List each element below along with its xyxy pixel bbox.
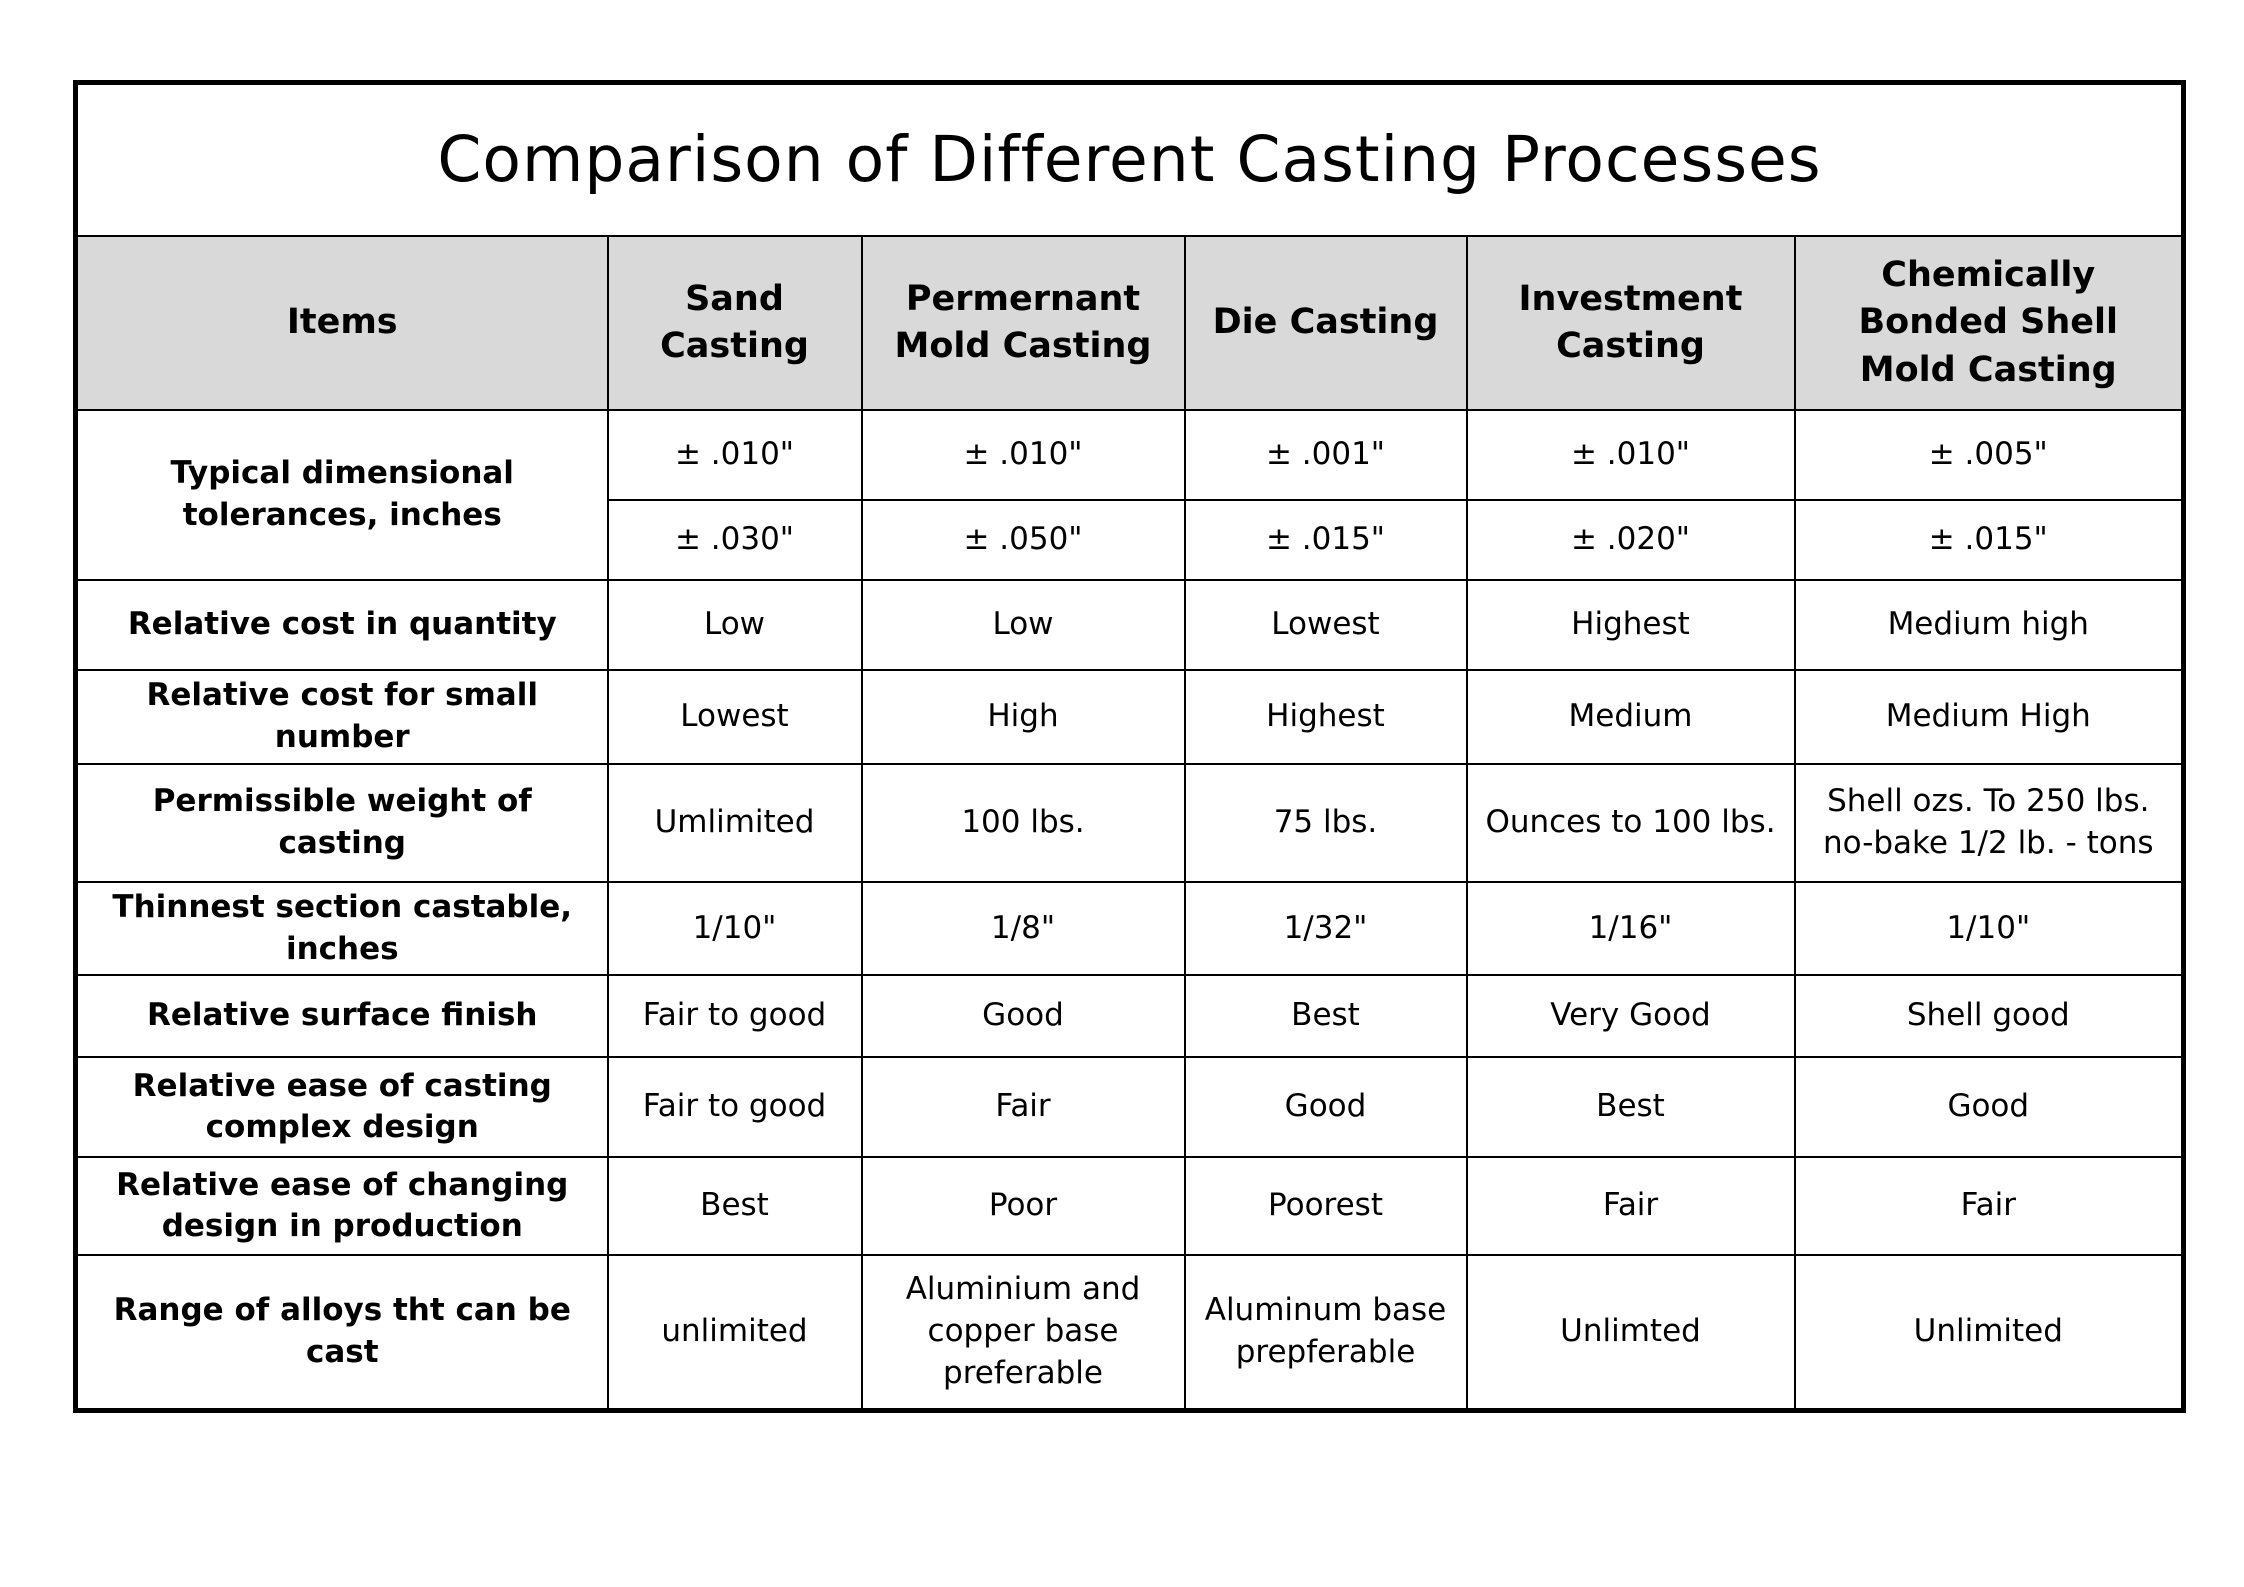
table-cell: Medium high xyxy=(1793,579,2185,671)
table-cell: Unlimted xyxy=(1465,1254,1796,1412)
table-cell: ± .050" xyxy=(860,499,1186,581)
header-permanent-mold-casting: Permernant Mold Casting xyxy=(860,235,1186,411)
header-sand-casting: Sand Casting xyxy=(606,235,863,411)
row-label: Relative cost in quantity xyxy=(74,579,609,671)
table-cell: 1/16" xyxy=(1465,880,1796,977)
table-cell: Fair to good xyxy=(606,1056,863,1159)
table-row: Permissible weight of casting Umlimited … xyxy=(74,762,2185,883)
row-label: Relative ease of changing design in prod… xyxy=(74,1156,609,1257)
table-cell: Very Good xyxy=(1465,974,1796,1059)
table-cell: Fair xyxy=(1793,1156,2185,1257)
table-cell: Fair xyxy=(1465,1156,1796,1257)
table-cell: Best xyxy=(1183,974,1468,1059)
table-cell: Aluminum base prepferable xyxy=(1183,1254,1468,1412)
table-cell: 1/32" xyxy=(1183,880,1468,977)
table-cell: 1/10" xyxy=(1793,880,2185,977)
table-cell: Low xyxy=(606,579,863,671)
comparison-table: Comparison of Different Casting Processe… xyxy=(73,80,2187,1413)
table-cell: Highest xyxy=(1183,669,1468,765)
table-cell: Poorest xyxy=(1183,1156,1468,1257)
table-cell: Low xyxy=(860,579,1186,671)
row-label: Thinnest section castable, inches xyxy=(74,880,609,977)
table-cell: Good xyxy=(860,974,1186,1059)
table-cell: Lowest xyxy=(1183,579,1468,671)
table-cell: Medium High xyxy=(1793,669,2185,765)
table-row: Relative cost in quantity Low Low Lowest… xyxy=(74,579,2185,671)
table-row: Range of alloys tht can be cast unlimite… xyxy=(74,1254,2185,1412)
table-cell: Highest xyxy=(1465,579,1796,671)
table-cell: Umlimited xyxy=(606,762,863,883)
header-items: Items xyxy=(74,235,609,411)
table-cell: Medium xyxy=(1465,669,1796,765)
row-label: Relative surface finish xyxy=(74,974,609,1059)
table-cell: unlimited xyxy=(606,1254,863,1412)
table-cell: Good xyxy=(1793,1056,2185,1159)
table-cell: ± .030" xyxy=(606,499,863,581)
table-row: Typical dimensional tolerances, inches ±… xyxy=(74,409,2185,581)
table-cell: 1/10" xyxy=(606,880,863,977)
table-cell: Aluminium and copper base preferable xyxy=(860,1254,1186,1412)
table-title: Comparison of Different Casting Processe… xyxy=(74,81,2185,237)
table-cell: Best xyxy=(606,1156,863,1257)
table-row: Relative cost for small number Lowest Hi… xyxy=(74,669,2185,765)
table-cell: Shell ozs. To 250 lbs. no-bake 1/2 lb. -… xyxy=(1793,762,2185,883)
header-shell-mold-casting: Chemically Bonded Shell Mold Casting xyxy=(1793,235,2185,411)
table-row: ± .030" ± .050" ± .015" ± .020" ± .015" xyxy=(76,499,2185,581)
table-row: Thinnest section castable, inches 1/10" … xyxy=(74,880,2185,977)
table-cell: Shell good xyxy=(1793,974,2185,1059)
table-cell: ± .010" xyxy=(860,409,1186,501)
table-cell: High xyxy=(860,669,1186,765)
header-investment-casting: Investment Casting xyxy=(1465,235,1796,411)
table-cell: Ounces to 100 lbs. xyxy=(1465,762,1796,883)
table-cell: Lowest xyxy=(606,669,863,765)
table-cell: ± .015" xyxy=(1183,499,1468,581)
table-cell: ± .020" xyxy=(1465,499,1796,581)
table-cell: ± .010" xyxy=(1465,409,1796,501)
header-row: Items Sand Casting Permernant Mold Casti… xyxy=(74,235,2185,411)
table-cell: Fair to good xyxy=(606,974,863,1059)
table-cell: Best xyxy=(1465,1056,1796,1159)
table-cell: ± .001" xyxy=(1183,409,1468,501)
table-cell: Fair xyxy=(860,1056,1186,1159)
row-label: Permissible weight of casting xyxy=(74,762,609,883)
table-row: Relative ease of changing design in prod… xyxy=(74,1156,2185,1257)
table-cell: Poor xyxy=(860,1156,1186,1257)
table-cell: Good xyxy=(1183,1056,1468,1159)
table-cell: 75 lbs. xyxy=(1183,762,1468,883)
table-row: Relative ease of casting complex design … xyxy=(74,1056,2185,1159)
table-cell: ± .015" xyxy=(1793,499,2185,581)
table-cell: 100 lbs. xyxy=(860,762,1186,883)
table-cell: ± .010" xyxy=(606,409,863,501)
table-cell: 1/8" xyxy=(860,880,1186,977)
table-cell: ± .005" xyxy=(1793,409,2185,501)
row-label: Range of alloys tht can be cast xyxy=(74,1254,609,1412)
row-label: Relative cost for small number xyxy=(74,669,609,765)
header-die-casting: Die Casting xyxy=(1183,235,1468,411)
row-label: Typical dimensional tolerances, inches xyxy=(74,409,609,581)
comparison-sheet: Comparison of Different Casting Processe… xyxy=(73,80,2187,1413)
row-label: Relative ease of casting complex design xyxy=(74,1056,609,1159)
table-cell: Unlimited xyxy=(1793,1254,2185,1412)
table-row: Relative surface finish Fair to good Goo… xyxy=(74,974,2185,1059)
